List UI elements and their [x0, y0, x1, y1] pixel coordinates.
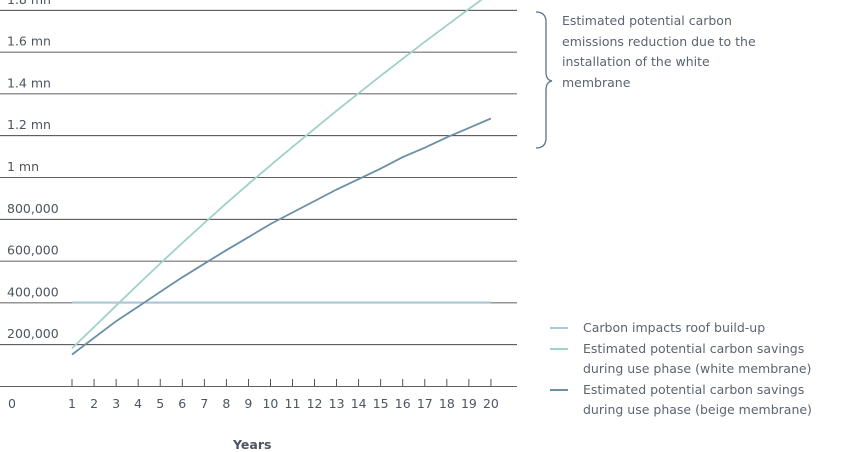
y-tick-label: 1 mn — [7, 159, 39, 174]
x-tick-label: 16 — [395, 396, 411, 411]
x-tick-label: 12 — [307, 396, 323, 411]
y-tick-label: 200,000 — [7, 326, 59, 341]
x-tick-label: 4 — [134, 396, 142, 411]
x-tick-label: 18 — [439, 396, 455, 411]
y-tick-label: 1.4 mn — [7, 75, 51, 90]
x-tick-label: 1 — [68, 396, 76, 411]
y-tick-label: 1.6 mn — [7, 34, 51, 49]
legend-swatch-roof — [550, 327, 568, 329]
x-tick-label: 2 — [90, 396, 98, 411]
annotation-text: Estimated potential carbon emissions red… — [562, 13, 756, 90]
x-tick-label: 5 — [156, 396, 164, 411]
legend-label-white: Estimated potential carbon savings durin… — [583, 340, 812, 377]
annotation-bracket — [535, 11, 553, 149]
legend-item-roof: Carbon impacts roof build-up — [550, 318, 850, 339]
x-tick-label: 13 — [329, 396, 345, 411]
x-tick-label: 9 — [244, 396, 252, 411]
x-tick-label: 6 — [178, 396, 186, 411]
y-tick-label: 600,000 — [7, 243, 59, 258]
x-tick-label: 19 — [461, 396, 477, 411]
grid-lines — [0, 9, 517, 387]
x-axis-title: Years — [233, 437, 272, 452]
series-line-2 — [71, 117, 492, 356]
legend-label-beige: Estimated potential carbon savings durin… — [583, 381, 812, 418]
x-tick-label: 14 — [351, 396, 367, 411]
y-tick-label: 1.8 mn — [7, 0, 51, 7]
y-tick-label: 800,000 — [7, 201, 59, 216]
x-tick-label: 17 — [417, 396, 433, 411]
series-line-1 — [71, 0, 483, 350]
y-tick-label: 400,000 — [7, 284, 59, 299]
x-tick-label: 11 — [285, 396, 301, 411]
x-tick-label: 15 — [373, 396, 389, 411]
x-tick-labels: 0 1 2 3 4 5 6 7 8 9 10 11 12 13 14 15 16 17 18 19 20 — [8, 396, 499, 411]
x-tick-label: 10 — [262, 396, 278, 411]
legend-item-beige: Estimated potential carbon savings durin… — [550, 380, 850, 421]
y-tick-labels: 200,000 400,000 600,000 800,000 1 mn 1.2 mn 1.… — [7, 0, 59, 341]
y-tick-label: 1.2 mn — [7, 117, 51, 132]
x-tick-label: 8 — [222, 396, 230, 411]
legend-swatch-white — [550, 347, 568, 350]
x-tick-label: 20 — [483, 396, 499, 411]
series-lines — [71, 0, 492, 356]
legend-item-white: Estimated potential carbon savings durin… — [550, 339, 850, 380]
legend-label-roof: Carbon impacts roof build-up — [583, 320, 766, 335]
legend: Carbon impacts roof build-up Estimated p… — [550, 318, 850, 421]
x-tick-label: 0 — [8, 396, 16, 411]
x-tick-label: 7 — [200, 396, 208, 411]
x-tick-label: 3 — [112, 396, 120, 411]
legend-swatch-beige — [550, 388, 568, 391]
